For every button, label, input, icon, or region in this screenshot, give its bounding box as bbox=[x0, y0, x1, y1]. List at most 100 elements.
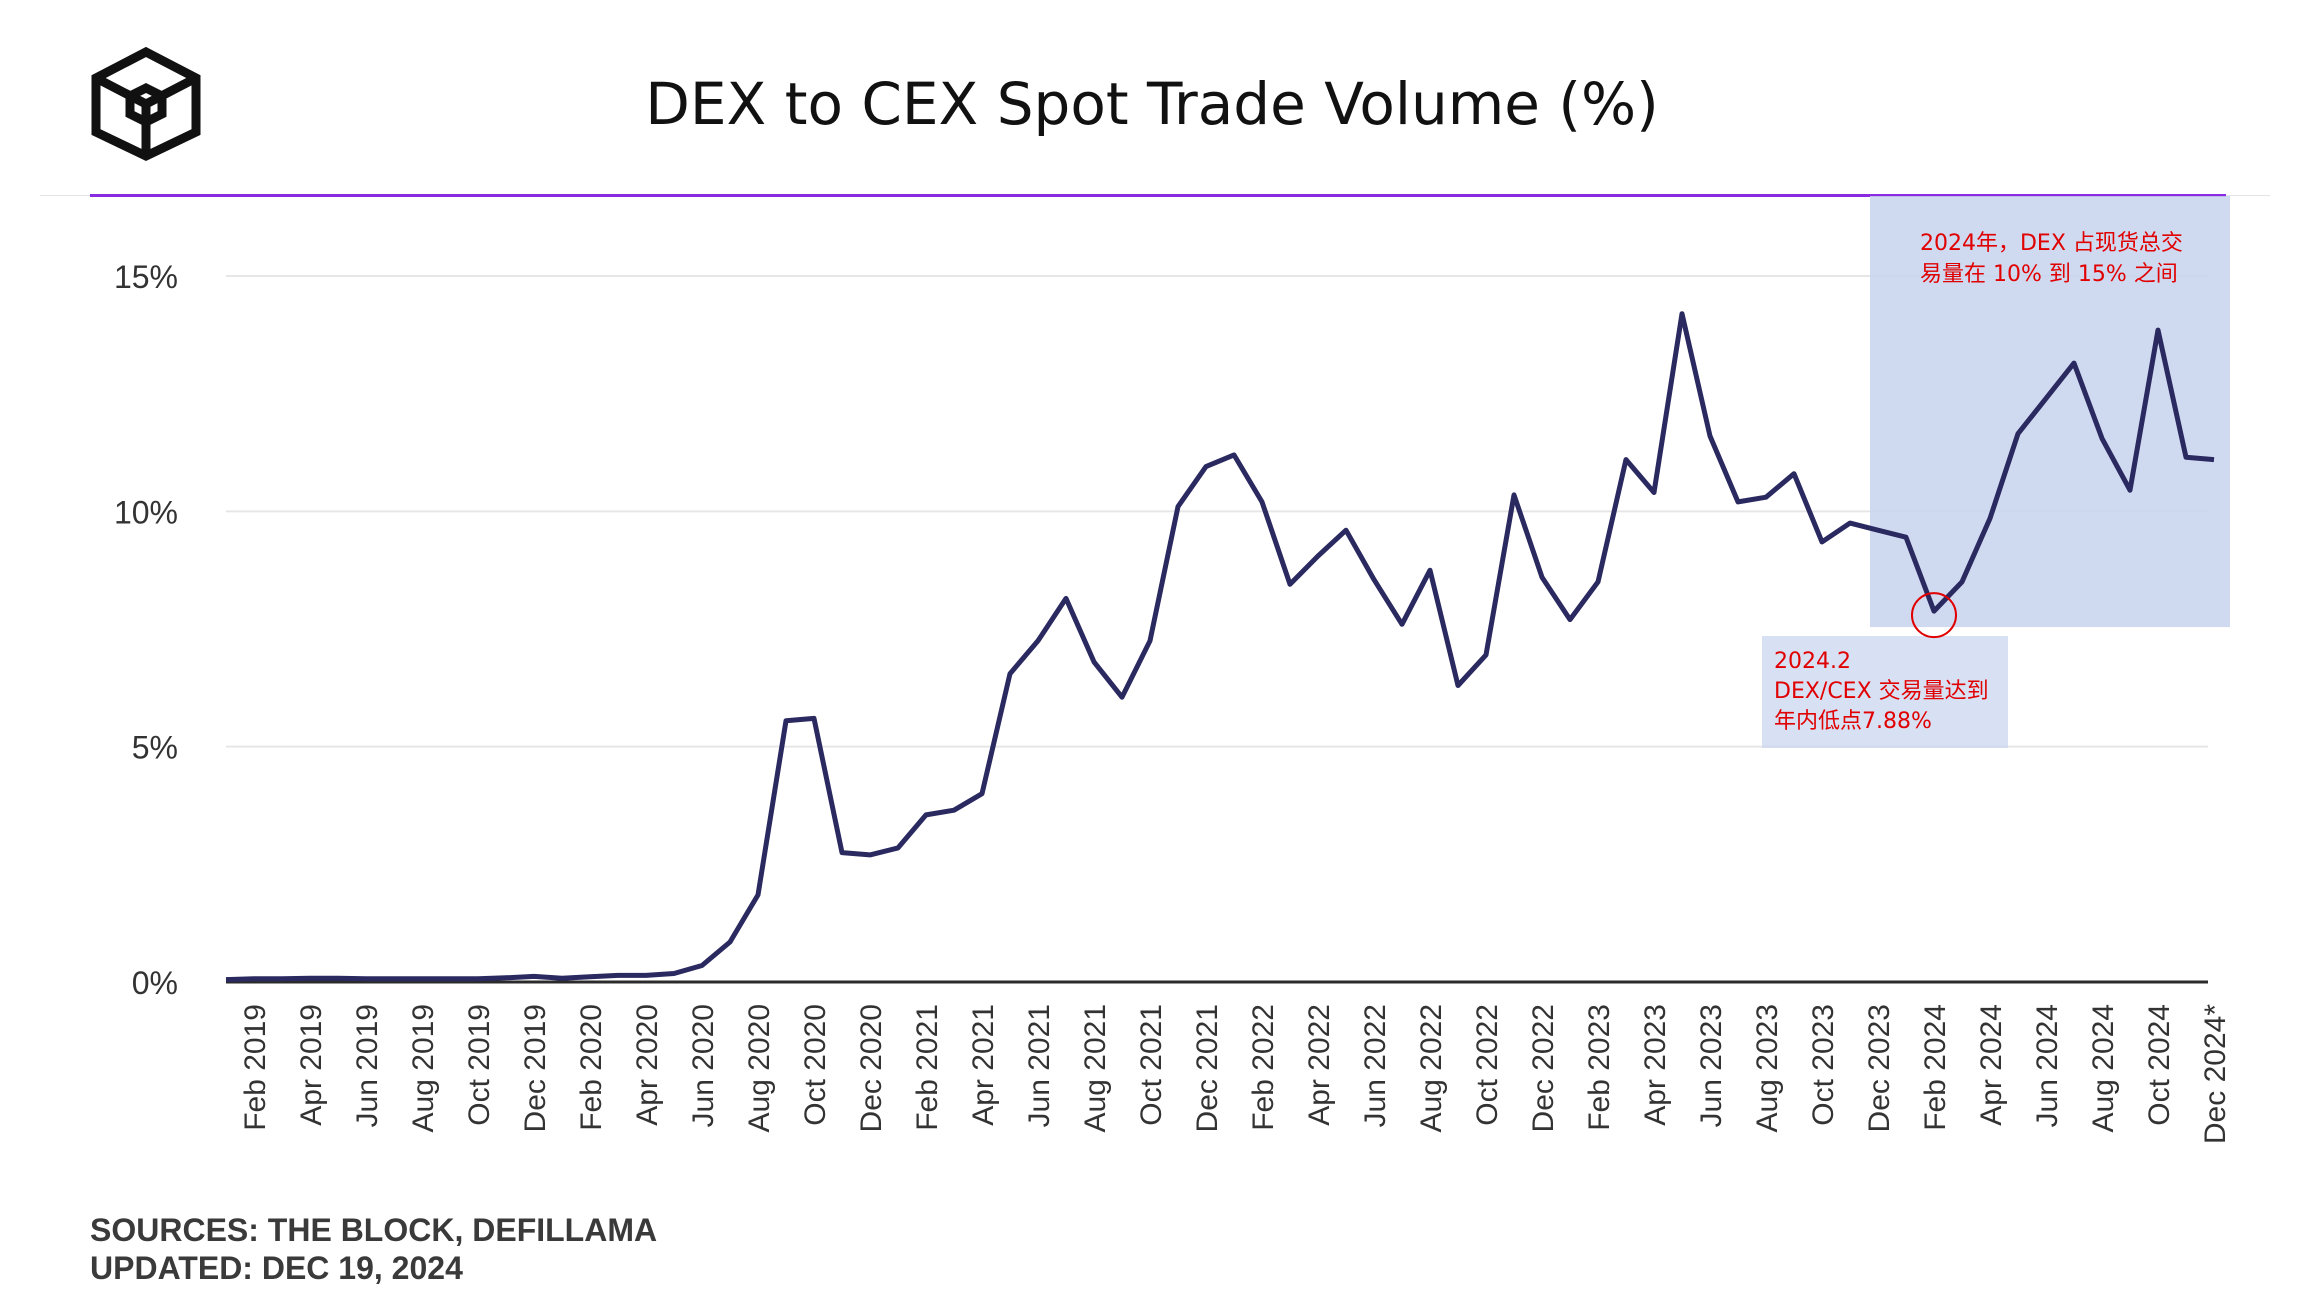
low-annotation-box bbox=[1762, 636, 2008, 748]
data-point bbox=[391, 976, 397, 982]
data-point bbox=[1007, 671, 1013, 677]
data-point bbox=[1903, 534, 1909, 540]
data-point bbox=[2071, 360, 2077, 366]
data-point bbox=[1847, 520, 1853, 526]
data-point bbox=[951, 807, 957, 813]
data-point bbox=[503, 975, 509, 981]
x-tick-label: Oct 2021 bbox=[1135, 1004, 1168, 1126]
data-point bbox=[1679, 311, 1685, 317]
data-point bbox=[643, 972, 649, 978]
low-annotation-line2: DEX/CEX 交易量达到 bbox=[1774, 679, 1989, 704]
data-point bbox=[2211, 457, 2217, 463]
the-block-logo bbox=[91, 46, 201, 161]
data-point bbox=[1091, 659, 1097, 665]
data-point bbox=[1763, 494, 1769, 500]
data-point bbox=[1231, 452, 1237, 458]
data-point bbox=[1455, 682, 1461, 688]
data-point bbox=[783, 718, 789, 724]
chart-title: DEX to CEX Spot Trade Volume (%) bbox=[645, 70, 1659, 138]
x-tick-label: Apr 2024 bbox=[1975, 1004, 2008, 1126]
y-tick-label: 15% bbox=[114, 259, 178, 295]
x-tick-label: Aug 2019 bbox=[407, 1004, 440, 1132]
data-point bbox=[867, 852, 873, 858]
data-point bbox=[2015, 431, 2021, 437]
x-tick-label: Jun 2022 bbox=[1359, 1004, 1392, 1127]
x-tick-label: Oct 2020 bbox=[799, 1004, 832, 1126]
data-point bbox=[559, 975, 565, 981]
range-annotation-line1: 2024年，DEX 占现货总交 bbox=[1920, 231, 2183, 256]
data-point bbox=[475, 976, 481, 982]
sources-note: SOURCES: THE BLOCK, DEFILLAMA bbox=[90, 1212, 658, 1248]
updated-note: UPDATED: DEC 19, 2024 bbox=[90, 1250, 463, 1286]
x-tick-label: Oct 2019 bbox=[463, 1004, 496, 1126]
x-tick-label: Feb 2023 bbox=[1583, 1004, 1616, 1131]
range-annotation-line2: 易量在 10% 到 15% 之间 bbox=[1920, 262, 2178, 287]
x-tick-label: Feb 2020 bbox=[575, 1004, 608, 1131]
x-tick-label: Apr 2022 bbox=[1303, 1004, 1336, 1126]
y-tick-label: 0% bbox=[132, 965, 178, 1001]
data-point bbox=[419, 976, 425, 982]
data-point bbox=[1119, 694, 1125, 700]
x-tick-label: Jun 2019 bbox=[351, 1004, 384, 1127]
data-point bbox=[1175, 504, 1181, 510]
data-point bbox=[223, 977, 229, 983]
data-point bbox=[1539, 574, 1545, 580]
data-point bbox=[363, 976, 369, 982]
data-point bbox=[1203, 464, 1209, 470]
data-point bbox=[1483, 652, 1489, 658]
data-point bbox=[671, 971, 677, 977]
data-point bbox=[727, 939, 733, 945]
range-highlight-box bbox=[1870, 196, 2230, 628]
data-point bbox=[1035, 638, 1041, 644]
x-tick-label: Apr 2023 bbox=[1639, 1004, 1672, 1126]
data-point bbox=[1315, 553, 1321, 559]
x-tick-label: Jun 2020 bbox=[687, 1004, 720, 1127]
data-point bbox=[447, 976, 453, 982]
data-point bbox=[1707, 433, 1713, 439]
data-point bbox=[979, 791, 985, 797]
y-tick-label: 5% bbox=[132, 730, 178, 766]
data-point bbox=[279, 976, 285, 982]
x-tick-label: Dec 2021 bbox=[1191, 1004, 1224, 1132]
x-tick-label: Apr 2019 bbox=[295, 1004, 328, 1126]
data-point bbox=[2183, 454, 2189, 460]
data-point bbox=[895, 845, 901, 851]
low-annotation-line1: 2024.2 bbox=[1774, 649, 1851, 674]
data-point bbox=[1623, 457, 1629, 463]
data-point bbox=[1399, 621, 1405, 627]
data-point bbox=[1931, 608, 1937, 614]
data-point bbox=[1511, 492, 1517, 498]
data-point bbox=[2127, 487, 2133, 493]
x-tick-label: Aug 2020 bbox=[743, 1004, 776, 1132]
data-point bbox=[1147, 638, 1153, 644]
x-tick-label: Jun 2021 bbox=[1023, 1004, 1056, 1127]
data-point bbox=[1651, 490, 1657, 496]
data-point bbox=[1287, 581, 1293, 587]
x-tick-label: Dec 2023 bbox=[1863, 1004, 1896, 1132]
x-tick-label: Oct 2023 bbox=[1807, 1004, 1840, 1126]
data-point bbox=[1959, 579, 1965, 585]
data-point bbox=[1819, 539, 1825, 545]
data-point bbox=[1371, 577, 1377, 583]
x-tick-label: Aug 2022 bbox=[1415, 1004, 1448, 1132]
data-point bbox=[615, 972, 621, 978]
data-point bbox=[811, 715, 817, 721]
data-point bbox=[1875, 527, 1881, 533]
data-point bbox=[755, 892, 761, 898]
accent-rule bbox=[90, 194, 2226, 197]
low-annotation-line3: 年内低点7.88% bbox=[1774, 709, 1932, 734]
x-tick-label: Dec 2024* bbox=[2199, 1004, 2232, 1144]
series-line bbox=[225, 311, 2215, 983]
data-point bbox=[1567, 617, 1573, 623]
x-tick-label: Aug 2024 bbox=[2087, 1004, 2120, 1132]
data-point bbox=[2043, 395, 2049, 401]
x-tick-label: Apr 2020 bbox=[631, 1004, 664, 1126]
data-point bbox=[923, 812, 929, 818]
x-tick-label: Dec 2020 bbox=[855, 1004, 888, 1132]
data-point bbox=[1259, 499, 1265, 505]
data-point bbox=[1791, 471, 1797, 477]
x-tick-label: Aug 2023 bbox=[1751, 1004, 1784, 1132]
data-point bbox=[2099, 435, 2105, 441]
x-tick-label: Jun 2024 bbox=[2031, 1004, 2064, 1127]
